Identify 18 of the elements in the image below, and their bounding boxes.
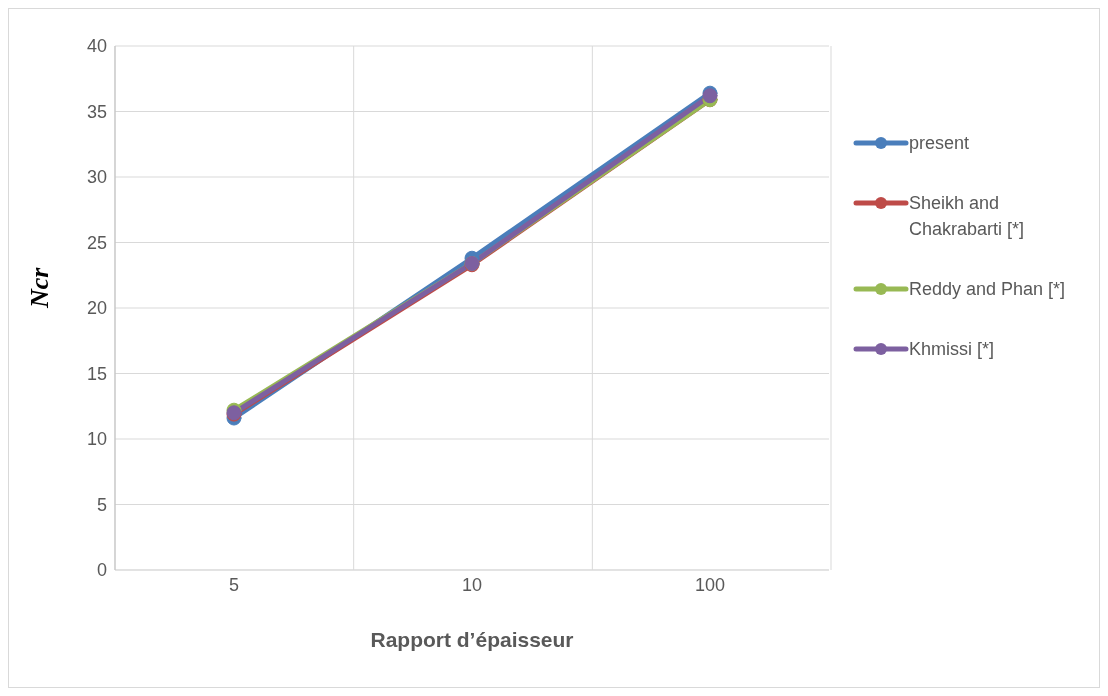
x-tick-label: 100 [694, 574, 726, 595]
x-axis-title: Rapport d’épaisseur [370, 628, 574, 651]
y-axis-title: Ncr [25, 266, 55, 309]
y-tick-label: 5 [96, 494, 107, 515]
legend-label: Khmissi [*] [909, 338, 996, 361]
legend-label: Sheikh and Chakrabarti [*] [909, 192, 1026, 241]
y-tick-label: 25 [86, 232, 107, 253]
y-tick-label: 20 [86, 298, 107, 319]
y-tick-label: 40 [86, 36, 107, 57]
y-tick-label: 10 [86, 429, 107, 450]
legend-label: present [909, 132, 971, 155]
y-tick-label: 35 [86, 101, 107, 122]
y-tick-label: 0 [96, 560, 107, 581]
y-tick-label: 30 [86, 167, 107, 188]
x-tick-label: 5 [228, 574, 240, 595]
legend-label: Reddy and Phan [*] [909, 278, 1067, 301]
y-tick-label: 15 [86, 363, 107, 384]
x-tick-label: 10 [461, 574, 483, 595]
